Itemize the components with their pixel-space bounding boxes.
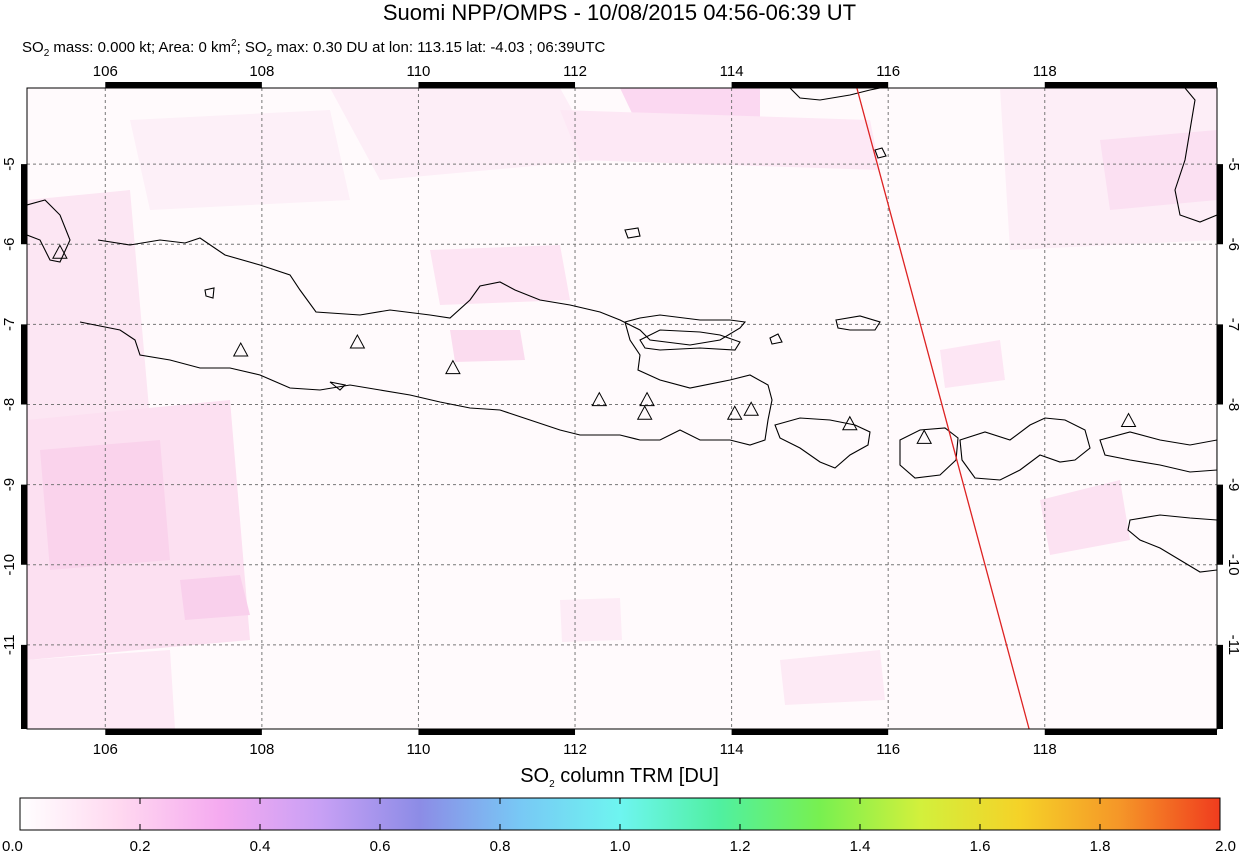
lon-tick-label-top: 116 (876, 63, 900, 80)
lat-tick-label-right: -9 (1225, 478, 1239, 491)
colorbar-tick-label: 1.2 (730, 838, 751, 855)
frame-bar-left (21, 644, 27, 729)
lon-tick-label-bottom: 108 (249, 741, 274, 758)
map-title: Suomi NPP/OMPS - 10/08/2015 04:56-06:39 … (382, 0, 857, 25)
swath-edge-line (856, 87, 1030, 730)
lon-tick-label-bottom: 114 (720, 741, 744, 758)
frame-bar-top (105, 82, 262, 88)
frame-bar-right (1217, 644, 1223, 729)
sumbawa-coastline (959, 417, 1091, 481)
lon-tick-label-bottom: 118 (1033, 741, 1057, 758)
frame-bar-left (21, 324, 27, 405)
sumatra-coastline (27, 199, 71, 263)
volcano-marker (636, 405, 653, 420)
frame-bar-left (21, 164, 27, 245)
frame-bar-bottom (105, 729, 262, 735)
frame-bar-right (1217, 164, 1223, 245)
frame-bar-bottom (418, 729, 576, 735)
lon-tick-label-top: 106 (93, 63, 118, 80)
frame-bar-left (21, 484, 27, 565)
latitude-labels-right: -5 -6 -7 -8 -9 -10 -11 (1225, 157, 1239, 655)
java-coastline (79, 237, 773, 446)
lat-tick-label-left: -9 (1, 478, 18, 491)
flores-coastline (1099, 431, 1217, 473)
volcano-marker (349, 333, 366, 349)
colorbar-tick-label: 1.0 (610, 838, 631, 855)
lon-tick-label-top: 112 (563, 63, 587, 80)
lat-tick-label-left: -7 (1, 318, 18, 331)
colorbar-tick-label: 0.2 (130, 838, 151, 855)
colorbar: 0.0 0.2 0.4 0.6 0.8 1.0 1.2 1.4 1.6 1.8 2.0 (2, 797, 1236, 855)
volcano-marker (841, 415, 858, 431)
colorbar-tick-label: 0.6 (370, 838, 391, 855)
borneo-coastline (789, 88, 881, 101)
sulawesi-coastline (1174, 88, 1217, 223)
lat-tick-label-right: -8 (1225, 398, 1239, 411)
lat-tick-label-left: -8 (1, 398, 18, 411)
volcano-marker (743, 401, 760, 416)
so2-retrieval-pixels (27, 88, 1217, 729)
sumba-coastline (1127, 514, 1217, 573)
map-frame (26, 87, 1218, 730)
lat-tick-label-right: -5 (1225, 157, 1239, 170)
lat-tick-label-left: -6 (1, 238, 18, 251)
volcano-marker (639, 391, 655, 407)
lon-tick-label-top: 118 (1033, 63, 1057, 80)
volcano-marker (1120, 412, 1137, 428)
lon-tick-label-bottom: 116 (876, 741, 900, 758)
madura-coastline (639, 329, 741, 351)
colorbar-tick-label: 1.4 (850, 838, 871, 855)
volcano-marker (52, 244, 68, 259)
lon-tick-label-bottom: 112 (563, 741, 587, 758)
lat-tick-label-left: -11 (1, 635, 18, 656)
lombok-coastline (899, 427, 959, 479)
colorbar-tick-label: 0.0 (2, 838, 23, 855)
frame-bar-bottom (1044, 729, 1217, 735)
colorbar-tick-label: 1.8 (1090, 838, 1111, 855)
frame-bar-bottom (731, 729, 889, 735)
volcano-marker (726, 405, 743, 420)
lat-tick-label-right: -10 (1225, 554, 1239, 576)
frame-tick-bars (21, 82, 1223, 735)
lat-tick-label-right: -6 (1225, 238, 1239, 251)
lon-tick-label-top: 108 (249, 63, 274, 80)
lon-tick-label-top: 110 (406, 63, 430, 80)
frame-bar-top (731, 82, 889, 88)
colorbar-ticks: 0.0 0.2 0.4 0.6 0.8 1.0 1.2 1.4 1.6 1.8 2.0 (2, 798, 1236, 855)
volcano-marker (591, 391, 608, 407)
graticule (27, 88, 1217, 729)
lon-tick-label-bottom: 106 (93, 741, 118, 758)
coastlines (27, 88, 1217, 573)
lat-tick-label-right: -7 (1225, 318, 1239, 331)
lat-tick-label-left: -10 (1, 554, 18, 576)
volcano-marker (445, 359, 461, 375)
frame-bar-right (1217, 484, 1223, 565)
lon-tick-label-top: 114 (720, 63, 744, 80)
lat-tick-label-left: -5 (1, 157, 18, 170)
colorbar-tick-label: 1.6 (970, 838, 991, 855)
volcano-markers (52, 244, 1137, 444)
volcano-marker (232, 341, 249, 357)
colorbar-title: SO2 column TRM [DU] (520, 765, 719, 790)
colorbar-tick-label: 0.8 (490, 838, 511, 855)
bali-coastline (774, 417, 871, 469)
colorbar-tick-label: 2.0 (1215, 838, 1236, 855)
longitude-labels-bottom: 106 108 110 112 114 116 118 (93, 741, 1057, 758)
frame-bar-right (1217, 324, 1223, 405)
volcano-marker (916, 429, 933, 444)
so2-map: 106 108 110 112 114 116 118 106 108 110 112 114 116… (1, 63, 1239, 758)
colorbar-tick-label: 0.4 (250, 838, 271, 855)
lat-tick-label-right: -11 (1225, 635, 1239, 656)
so2-summary: SO2 mass: 0.000 kt; Area: 0 km2; SO2 max… (22, 38, 606, 59)
lon-tick-label-bottom: 110 (406, 741, 430, 758)
latitude-labels-left: -5 -6 -7 -8 -9 -10 -11 (1, 157, 18, 655)
longitude-labels-top: 106 108 110 112 114 116 118 (93, 63, 1057, 80)
frame-bar-top (418, 82, 576, 88)
frame-bar-top (1044, 82, 1217, 88)
